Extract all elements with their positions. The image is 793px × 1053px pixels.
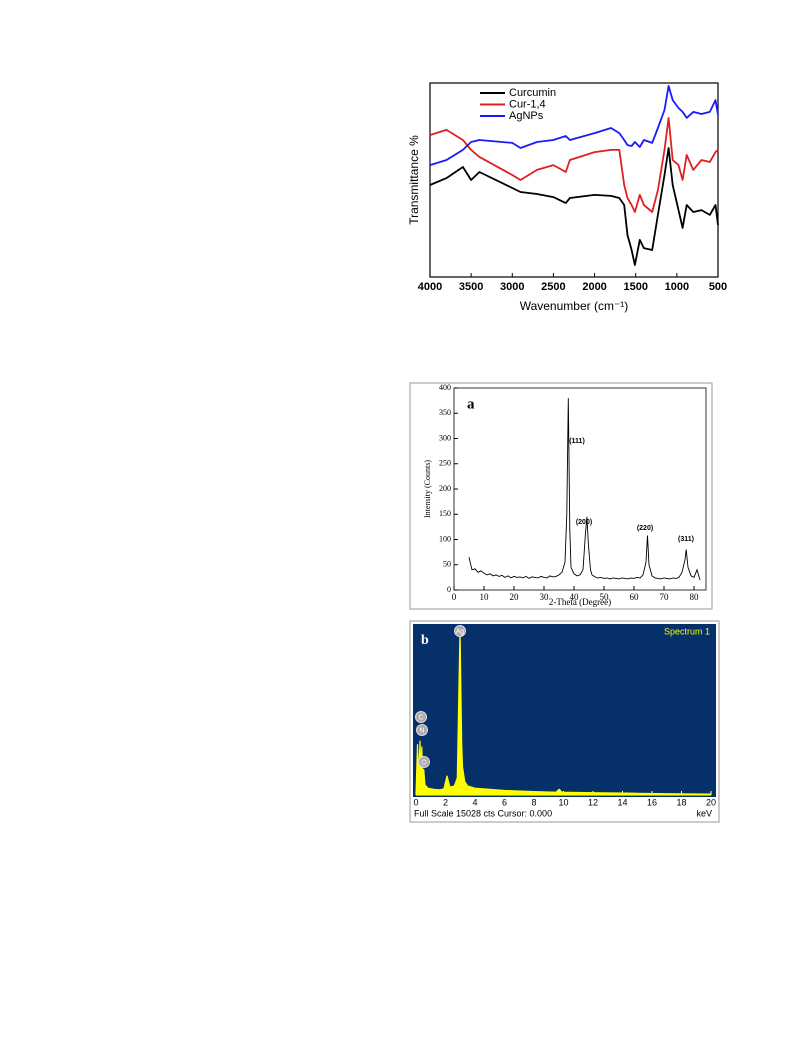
x-tick-label: 0 — [413, 797, 418, 807]
x-unit: keV — [696, 808, 712, 818]
element-badge — [454, 625, 466, 637]
x-axis-label: 2-Theta (Degree) — [549, 597, 611, 607]
element-label: Ag — [456, 628, 465, 635]
eds-frame — [409, 620, 720, 823]
y-axis-label: Intensity (Counts) — [423, 460, 432, 518]
x-tick-label: 80 — [690, 592, 700, 602]
spectrum-line — [429, 85, 719, 166]
x-tick-label: 6 — [502, 797, 507, 807]
y-tick-label: 50 — [443, 560, 451, 569]
x-tick-label: 500 — [709, 281, 727, 293]
legend-label: Curcumin — [509, 87, 556, 99]
x-tick-label: 50 — [600, 592, 610, 602]
x-tick-label: 3500 — [459, 281, 483, 293]
y-tick-label: 350 — [439, 408, 451, 417]
x-tick-label: 8 — [531, 797, 536, 807]
y-axis-label: Transmittance % — [407, 135, 421, 225]
x-tick-label: 60 — [630, 592, 640, 602]
x-tick-label: 16 — [647, 797, 657, 807]
panel-label: a — [467, 396, 475, 412]
peak-label: (111) — [569, 438, 585, 445]
peak-label: (200) — [576, 519, 592, 526]
y-tick-label: 100 — [439, 534, 451, 543]
x-tick-label: 2000 — [582, 281, 606, 293]
element-label: N — [419, 727, 424, 734]
plot-frame — [429, 82, 719, 278]
element-label: O — [421, 759, 427, 766]
spectrum-line — [429, 147, 719, 266]
x-tick-label: 14 — [617, 797, 627, 807]
x-tick-label: 40 — [570, 592, 580, 602]
x-tick-label: 4 — [472, 797, 477, 807]
y-tick-label: 0 — [447, 585, 451, 594]
element-label: C — [418, 714, 423, 721]
x-tick-label: 30 — [540, 592, 550, 602]
y-tick-label: 300 — [439, 433, 451, 442]
legend-label: AgNPs — [509, 110, 544, 122]
x-tick-label: 10 — [480, 592, 490, 602]
element-badge — [418, 756, 430, 768]
x-tick-label: 10 — [558, 797, 568, 807]
y-tick-label: 400 — [439, 383, 451, 392]
x-tick-label: 70 — [660, 592, 670, 602]
x-tick-label: 12 — [588, 797, 598, 807]
eds-background — [413, 624, 716, 797]
x-tick-label: 20 — [706, 797, 716, 807]
y-tick-label: 150 — [439, 509, 451, 518]
x-tick-label: 1500 — [623, 281, 647, 293]
element-badge — [415, 711, 427, 723]
x-tick-label: 2500 — [541, 281, 565, 293]
xrd-frame — [409, 382, 713, 610]
spectrum-line — [468, 398, 701, 581]
spectrum-title: Spectrum 1 — [664, 626, 710, 636]
x-tick-label: 0 — [452, 592, 457, 602]
x-tick-label: 1000 — [665, 281, 689, 293]
spectrum-line — [429, 117, 719, 213]
element-badge — [416, 724, 428, 736]
x-tick-label: 2 — [443, 797, 448, 807]
x-axis-label: Wavenumber (cm⁻¹) — [520, 299, 629, 313]
legend-label: Cur-1,4 — [509, 98, 546, 110]
x-tick-label: 3000 — [500, 281, 524, 293]
y-tick-label: 250 — [439, 459, 451, 468]
y-tick-label: 200 — [439, 484, 451, 493]
x-tick-label: 4000 — [418, 281, 442, 293]
peak-label: (311) — [678, 536, 694, 543]
footer: Full Scale 15028 cts Cursor: 0.000 — [414, 808, 552, 818]
x-tick-label: 20 — [510, 592, 520, 602]
panel-label: b — [421, 633, 429, 648]
x-tick-label: 18 — [676, 797, 686, 807]
peak-label: (220) — [637, 525, 653, 532]
